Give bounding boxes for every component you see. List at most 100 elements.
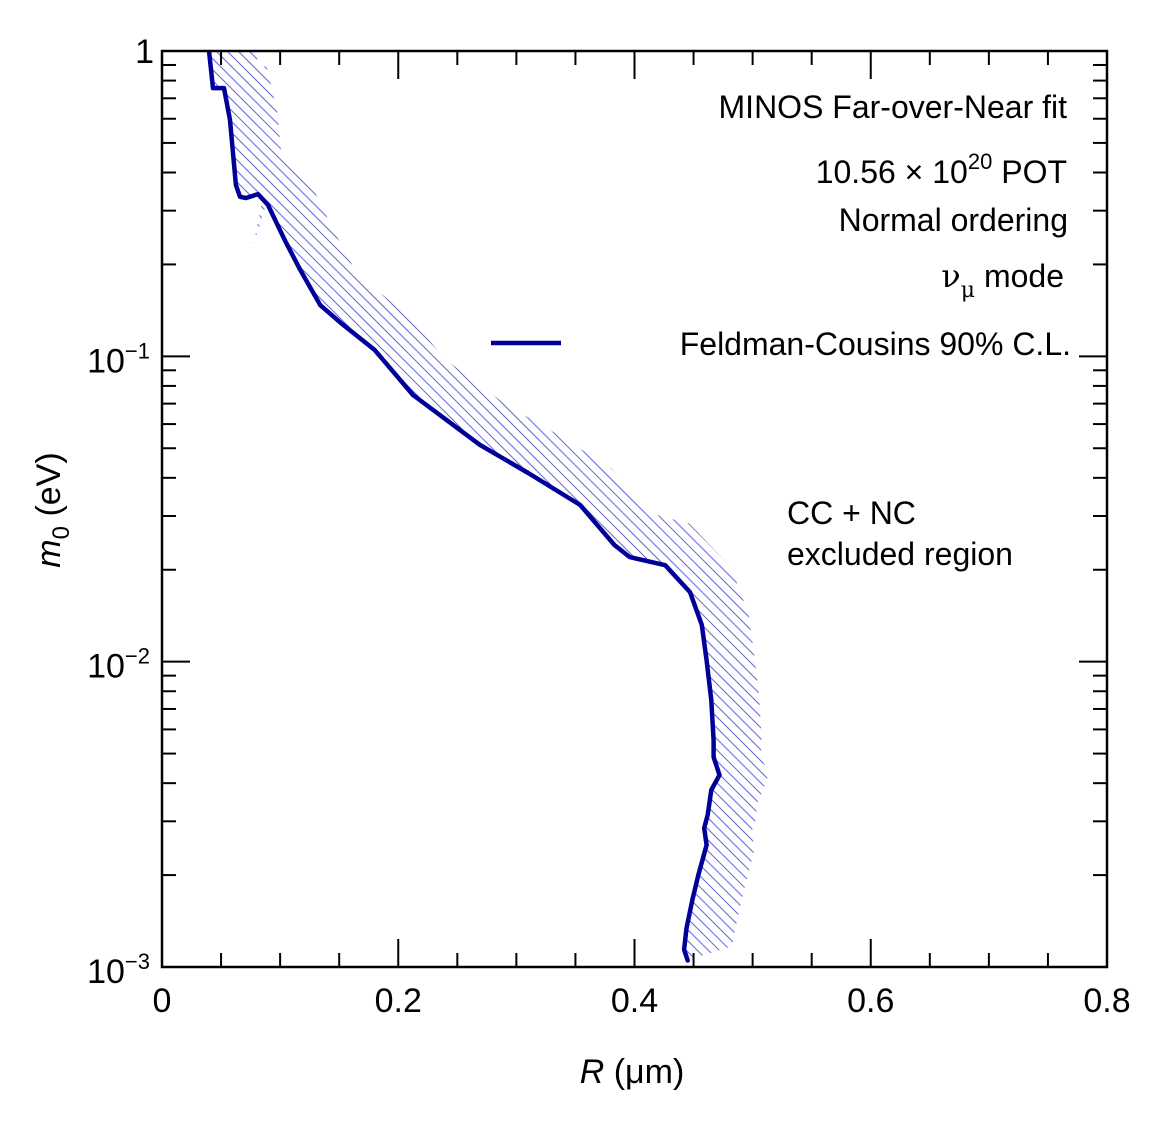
- hatch-line: [402, 51, 768, 961]
- hatch-line: [209, 51, 458, 961]
- hatch-line: [391, 51, 768, 961]
- annotation-region-line2: excluded region: [787, 536, 1013, 572]
- hatch-line: [1118, 51, 1160, 1051]
- hatch-line: [209, 51, 768, 961]
- hatch-line: [259, 51, 768, 961]
- hatch-line: [209, 51, 546, 961]
- hatch-line: [1041, 51, 1160, 1051]
- y-tick-label: 1: [135, 33, 154, 71]
- hatch-line: [209, 51, 645, 961]
- hatch-line: [209, 51, 678, 961]
- hatch-line: [0, 51, 160, 1051]
- y-tick-label: 10−1: [87, 338, 150, 380]
- hatch-line: [1019, 51, 1160, 1051]
- hatch-line: [358, 51, 768, 961]
- hatch-line: [209, 51, 768, 961]
- hatch-line: [209, 51, 768, 961]
- y-axis-title: m0 (eV): [30, 452, 75, 567]
- hatch-line: [0, 51, 28, 1051]
- hatch-line: [209, 51, 768, 961]
- y-axis-tick-labels: 1 10−1 10−2 10−3: [87, 33, 154, 991]
- hatch-line: [209, 51, 768, 961]
- hatch-line: [209, 51, 656, 961]
- hatch-line: [209, 51, 634, 961]
- annotation-region-line1: CC + NC: [787, 495, 916, 531]
- hatch-line: [1151, 51, 1160, 1051]
- hatch-line: [1085, 51, 1160, 1051]
- hatch-line: [0, 51, 182, 1051]
- hatch-line: [0, 51, 171, 1051]
- hatch-line: [336, 51, 768, 961]
- hatch-line: [209, 51, 768, 961]
- annotation-ordering: Normal ordering: [839, 202, 1068, 238]
- hatch-line: [209, 51, 480, 961]
- hatch-line: [209, 51, 768, 961]
- x-tick-label: 0.8: [1083, 982, 1130, 1020]
- hatch-line: [209, 51, 768, 961]
- hatch-line: [303, 51, 768, 961]
- hatch-line: [209, 51, 744, 961]
- y-tick-label: 10−2: [87, 644, 150, 686]
- hatch-line: [0, 51, 193, 1051]
- hatch-line: [0, 51, 138, 1051]
- hatch-line: [0, 51, 6, 1051]
- hatch-line: [292, 51, 768, 961]
- x-tick-label: 0.4: [611, 982, 658, 1020]
- hatch-line: [1140, 51, 1160, 1051]
- hatch-line: [209, 51, 768, 961]
- hatch-line: [237, 51, 768, 961]
- hatch-line: [209, 51, 689, 961]
- hatch-line: [209, 51, 590, 961]
- legend-label: Feldman-Cousins 90% C.L.: [680, 326, 1071, 362]
- legend: Feldman-Cousins 90% C.L.: [491, 326, 1071, 362]
- hatch-line: [281, 51, 768, 961]
- x-axis-ticks: [161, 51, 1108, 967]
- y-tick-label: 10−3: [87, 949, 150, 991]
- hatch-line: [1074, 51, 1160, 1051]
- hatch-line: [209, 51, 568, 961]
- hatch-line: [1129, 51, 1160, 1051]
- feldman-cousins-curve: [206, 51, 722, 963]
- hatch-line: [209, 51, 768, 961]
- hatch-line: [209, 51, 768, 961]
- y-axis-ticks: [162, 50, 1107, 968]
- hatch-line: [209, 51, 768, 961]
- hatch-line: [1063, 51, 1160, 1051]
- hatch-line: [0, 51, 17, 1051]
- hatch-line: [380, 51, 768, 961]
- hatch-line: [209, 51, 491, 961]
- hatch-line: [209, 51, 768, 961]
- annotation-mode: νμ mode: [941, 257, 1064, 303]
- hatch-line: [347, 51, 768, 961]
- hatch-line: [209, 51, 667, 961]
- hatch-line: [209, 51, 755, 961]
- hatch-line: [1008, 51, 1160, 1051]
- hatch-line: [209, 51, 469, 961]
- hatch-line: [209, 51, 768, 961]
- hatch-line: [209, 51, 612, 961]
- x-axis-title: R (μm): [580, 1053, 685, 1091]
- hatch-line: [209, 51, 722, 961]
- x-axis-tick-labels: 0 0.2 0.4 0.6 0.8: [153, 982, 1131, 1020]
- hatch-line: [1030, 51, 1160, 1051]
- x-tick-label: 0.6: [847, 982, 894, 1020]
- hatch-line: [314, 51, 768, 961]
- hatch-line: [209, 51, 711, 961]
- hatch-line: [209, 51, 700, 961]
- x-tick-label: 0.2: [375, 982, 422, 1020]
- hatch-line: [209, 51, 768, 961]
- hatch-line: [209, 51, 502, 961]
- hatch-line: [1096, 51, 1160, 1051]
- hatch-line: [209, 51, 768, 961]
- hatch-line: [997, 51, 1160, 1051]
- hatch-line: [1107, 51, 1160, 1051]
- hatch-line: [0, 51, 149, 1051]
- hatch-line: [215, 51, 768, 961]
- annotation-experiment: MINOS Far-over-Near fit: [719, 89, 1068, 125]
- hatch-line: [209, 51, 768, 961]
- x-tick-label: 0: [153, 982, 172, 1020]
- hatch-line: [209, 51, 513, 961]
- hatch-line: [325, 51, 768, 961]
- hatch-line: [369, 51, 768, 961]
